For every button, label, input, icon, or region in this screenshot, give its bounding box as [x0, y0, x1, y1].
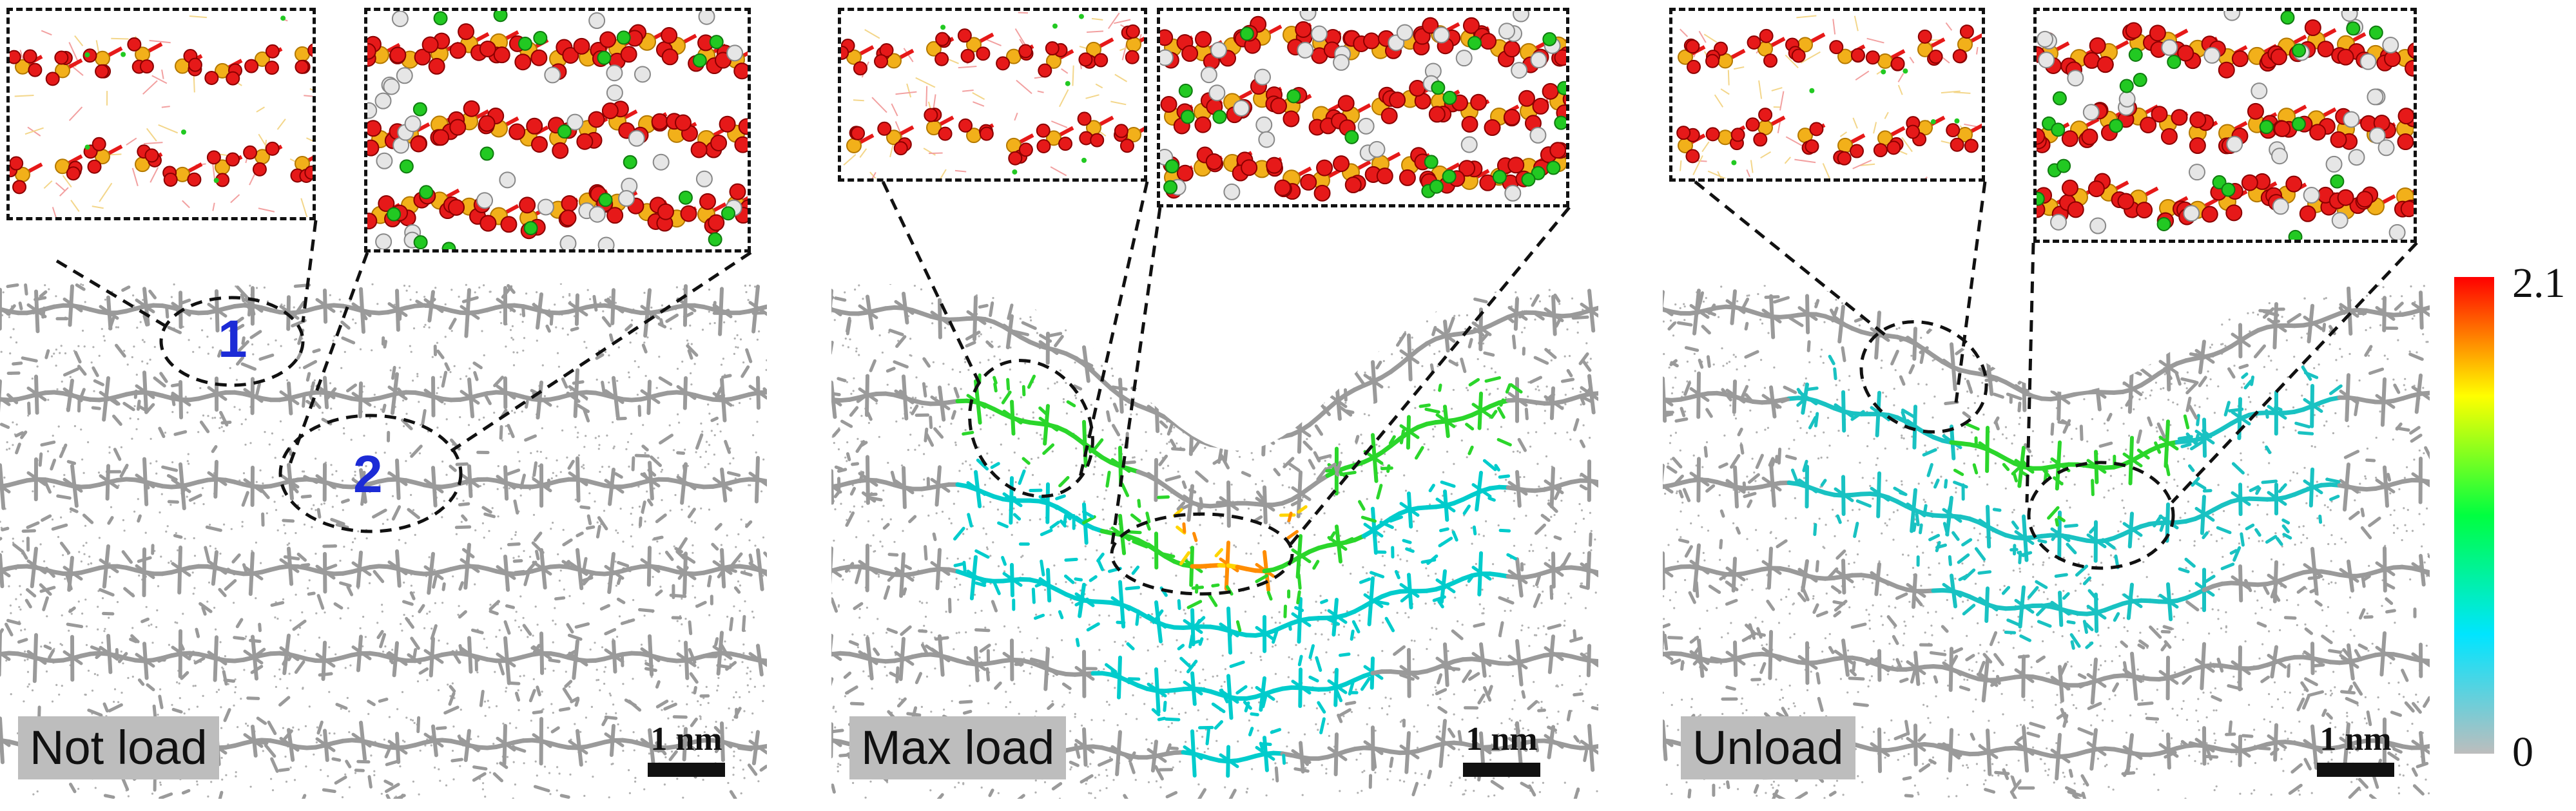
scale-bar-text: 1 nm	[1466, 721, 1538, 758]
scale-bar: 1 nm	[644, 720, 728, 777]
atomic-structure-zoom	[2037, 11, 2414, 240]
scale-bar-text: 1 nm	[2319, 721, 2392, 758]
colorbar-min-label: 0	[2512, 729, 2533, 776]
panel-label: Max load	[849, 716, 1067, 779]
panel-label: Not load	[18, 716, 219, 779]
inset-indent-edge	[1669, 8, 1985, 182]
atomic-structure-zoom	[841, 12, 1144, 178]
scale-bar-text: 1 nm	[650, 721, 722, 758]
colorbar-max-label: 2.1	[2512, 260, 2566, 307]
scale-bar: 1 nm	[1460, 720, 1544, 777]
inset-indent-edge	[838, 8, 1147, 182]
inset-region-2	[364, 8, 751, 253]
atomic-structure-zoom	[1676, 15, 1982, 178]
scale-bar-line	[1463, 763, 1540, 777]
inset-region-1	[6, 8, 316, 220]
scale-bar: 1 nm	[2314, 720, 2397, 777]
panel-not-load: 1 2 Not load 1 nm	[0, 0, 799, 811]
region-label-2: 2	[353, 445, 383, 504]
atomic-structure-zoom	[10, 15, 313, 217]
scale-bar-line	[648, 763, 725, 777]
inset-indent-center	[1157, 8, 1569, 207]
scale-bar-line	[2317, 763, 2394, 777]
region-label-1: 1	[218, 310, 247, 368]
panel-label: Unload	[1681, 716, 1855, 779]
colorbar	[2454, 277, 2494, 754]
atomic-structure-zoom	[1160, 11, 1566, 202]
panel-max-load: Max load 1 nm	[831, 0, 1631, 811]
panel-unload: Unload 1 nm	[1663, 0, 2462, 811]
atomic-structure-zoom	[367, 11, 748, 249]
inset-indent-center	[2033, 8, 2417, 243]
